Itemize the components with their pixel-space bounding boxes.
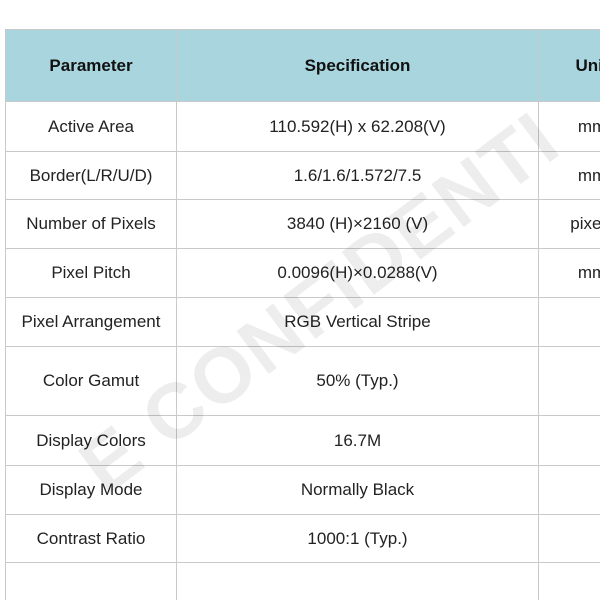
- table-cell: Number of Pixels: [5, 199, 177, 249]
- table-row: Color Gamut 50% (Typ.): [5, 346, 600, 416]
- table-row: Pixel Pitch 0.0096(H)×0.0288(V) mm: [5, 248, 600, 298]
- table-cell: Active Area: [5, 101, 177, 152]
- table-cell: Color Gamut: [5, 346, 177, 416]
- empty-cell: [538, 415, 600, 466]
- table-cell: Normally Black: [176, 465, 539, 515]
- table-row: Border(L/R/U/D) 1.6/1.6/1.572/7.5 mm: [5, 151, 600, 200]
- table-row: Contrast Ratio 1000:1 (Typ.): [5, 514, 600, 563]
- empty-cell: [176, 562, 539, 600]
- table-cell: 1000:1 (Typ.): [176, 514, 539, 563]
- table-cell: RGB Vertical Stripe: [176, 297, 539, 347]
- table-cell: Border(L/R/U/D): [5, 151, 177, 200]
- spec-table: ParameterSpecificationUnit Active Area11…: [5, 29, 600, 600]
- empty-cell: [538, 562, 600, 600]
- empty-cell: [538, 465, 600, 515]
- empty-cell: [538, 346, 600, 416]
- empty-cell: [538, 297, 600, 347]
- table-cell: 110.592(H) x 62.208(V): [176, 101, 539, 152]
- table-cell: Display Colors: [5, 415, 177, 466]
- table-row: Display Mode Normally Black: [5, 465, 600, 515]
- table-cell: Pixel Arrangement: [5, 297, 177, 347]
- empty-cell: [5, 562, 177, 600]
- table-row: [5, 562, 600, 600]
- table-cell: Contrast Ratio: [5, 514, 177, 563]
- table-cell: pixels: [538, 199, 600, 249]
- table-row: Display Colors 16.7M: [5, 415, 600, 466]
- header-cell: Parameter: [5, 29, 177, 102]
- header-cell: Unit: [538, 29, 600, 102]
- table-row: Pixel Arrangement RGB Vertical Stripe: [5, 297, 600, 347]
- table-row: Active Area 110.592(H) x 62.208(V) mm: [5, 101, 600, 152]
- empty-cell: [538, 514, 600, 563]
- header-row: ParameterSpecificationUnit: [5, 29, 600, 102]
- table-cell: mm: [538, 151, 600, 200]
- table-cell: 50% (Typ.): [176, 346, 539, 416]
- table-cell: 16.7M: [176, 415, 539, 466]
- table-cell: 3840 (H)×2160 (V): [176, 199, 539, 249]
- header-cell: Specification: [176, 29, 539, 102]
- table-cell: mm: [538, 248, 600, 298]
- table-cell: Pixel Pitch: [5, 248, 177, 298]
- table-body: Active Area 110.592(H) x 62.208(V) mm Borde…: [5, 101, 600, 600]
- table-cell: mm: [538, 101, 600, 152]
- table-cell: 0.0096(H)×0.0288(V): [176, 248, 539, 298]
- table-cell: Display Mode: [5, 465, 177, 515]
- table-cell: 1.6/1.6/1.572/7.5: [176, 151, 539, 200]
